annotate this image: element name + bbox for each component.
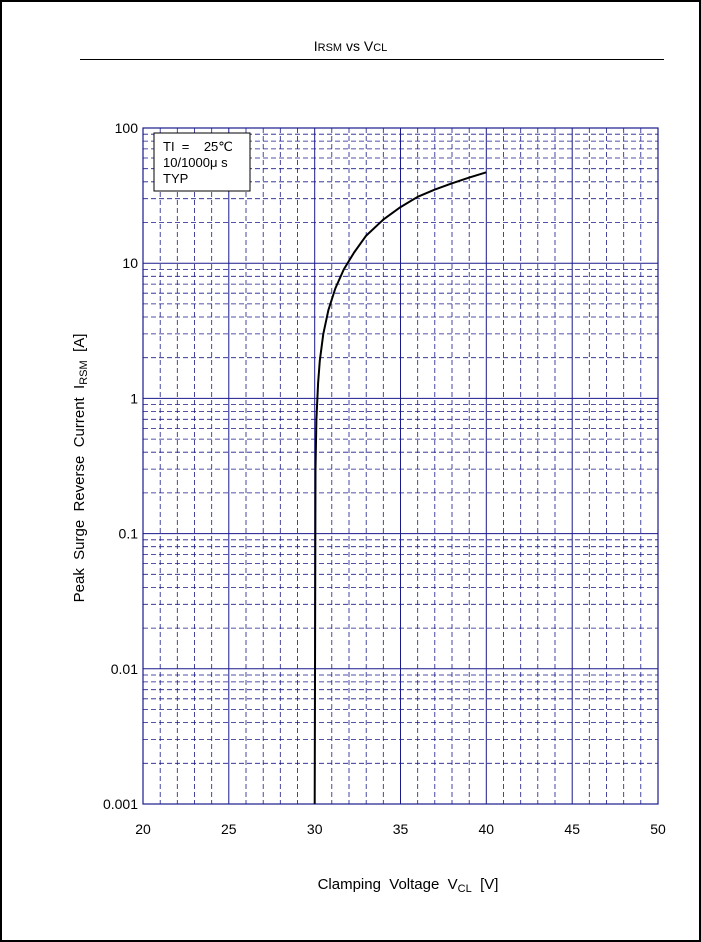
legend-line-typ: TYP xyxy=(163,171,188,186)
x-tick-label: 45 xyxy=(564,821,580,837)
legend-line-temperature: TI = 25℃ xyxy=(163,139,233,154)
x-tick-label: 35 xyxy=(393,821,409,837)
y-tick-label: 100 xyxy=(115,120,139,136)
y-tick-label: 0.001 xyxy=(103,796,138,812)
x-tick-label: 25 xyxy=(221,821,237,837)
title-v: V xyxy=(363,38,374,54)
title-vs: vs xyxy=(342,38,364,54)
curve-layer xyxy=(313,171,487,805)
chart-title: IRSM vs VCL xyxy=(0,38,701,54)
x-axis-title-subscript: CL xyxy=(458,883,472,895)
y-tick-label: 0.1 xyxy=(119,526,139,542)
y-tick-label: 1 xyxy=(130,390,138,406)
series-line xyxy=(313,171,487,805)
title-i-subscript: RSM xyxy=(317,42,343,54)
legend-frame xyxy=(153,132,251,192)
y-tick-label: 0.01 xyxy=(111,661,138,677)
grid-layer xyxy=(142,127,659,805)
tick-label-layer: 20 25 30 35 40 45 50 0.001 0.01 0.1 1 10 100 xyxy=(103,120,666,837)
x-axis-title-main: Clamping Voltage V xyxy=(318,876,458,893)
x-axis-title: Clamping Voltage VCL [V] xyxy=(318,876,499,895)
x-tick-label: 50 xyxy=(650,821,666,837)
y-axis-title-main: Peak Surge Reverse Current I xyxy=(71,385,88,603)
y-axis-title: Peak Surge Reverse Current IRSM [A] xyxy=(71,334,90,603)
y-axis-title-unit: [A] xyxy=(71,334,88,361)
x-tick-label: 40 xyxy=(479,821,495,837)
title-rule xyxy=(80,59,664,60)
x-tick-label: 30 xyxy=(307,821,323,837)
legend-line-waveform: 10/1000μ s xyxy=(163,155,228,170)
y-tick-label: 10 xyxy=(122,255,138,271)
y-axis-title-subscript: RSM xyxy=(78,360,90,384)
x-axis-title-unit: [V] xyxy=(472,876,499,893)
title-v-subscript: CL xyxy=(373,42,388,54)
x-tick-label: 20 xyxy=(135,821,151,837)
plot-frame xyxy=(142,127,659,805)
legend-box: TI = 25℃ 10/1000μ s TYP xyxy=(153,132,251,192)
title-i: I xyxy=(313,38,318,54)
